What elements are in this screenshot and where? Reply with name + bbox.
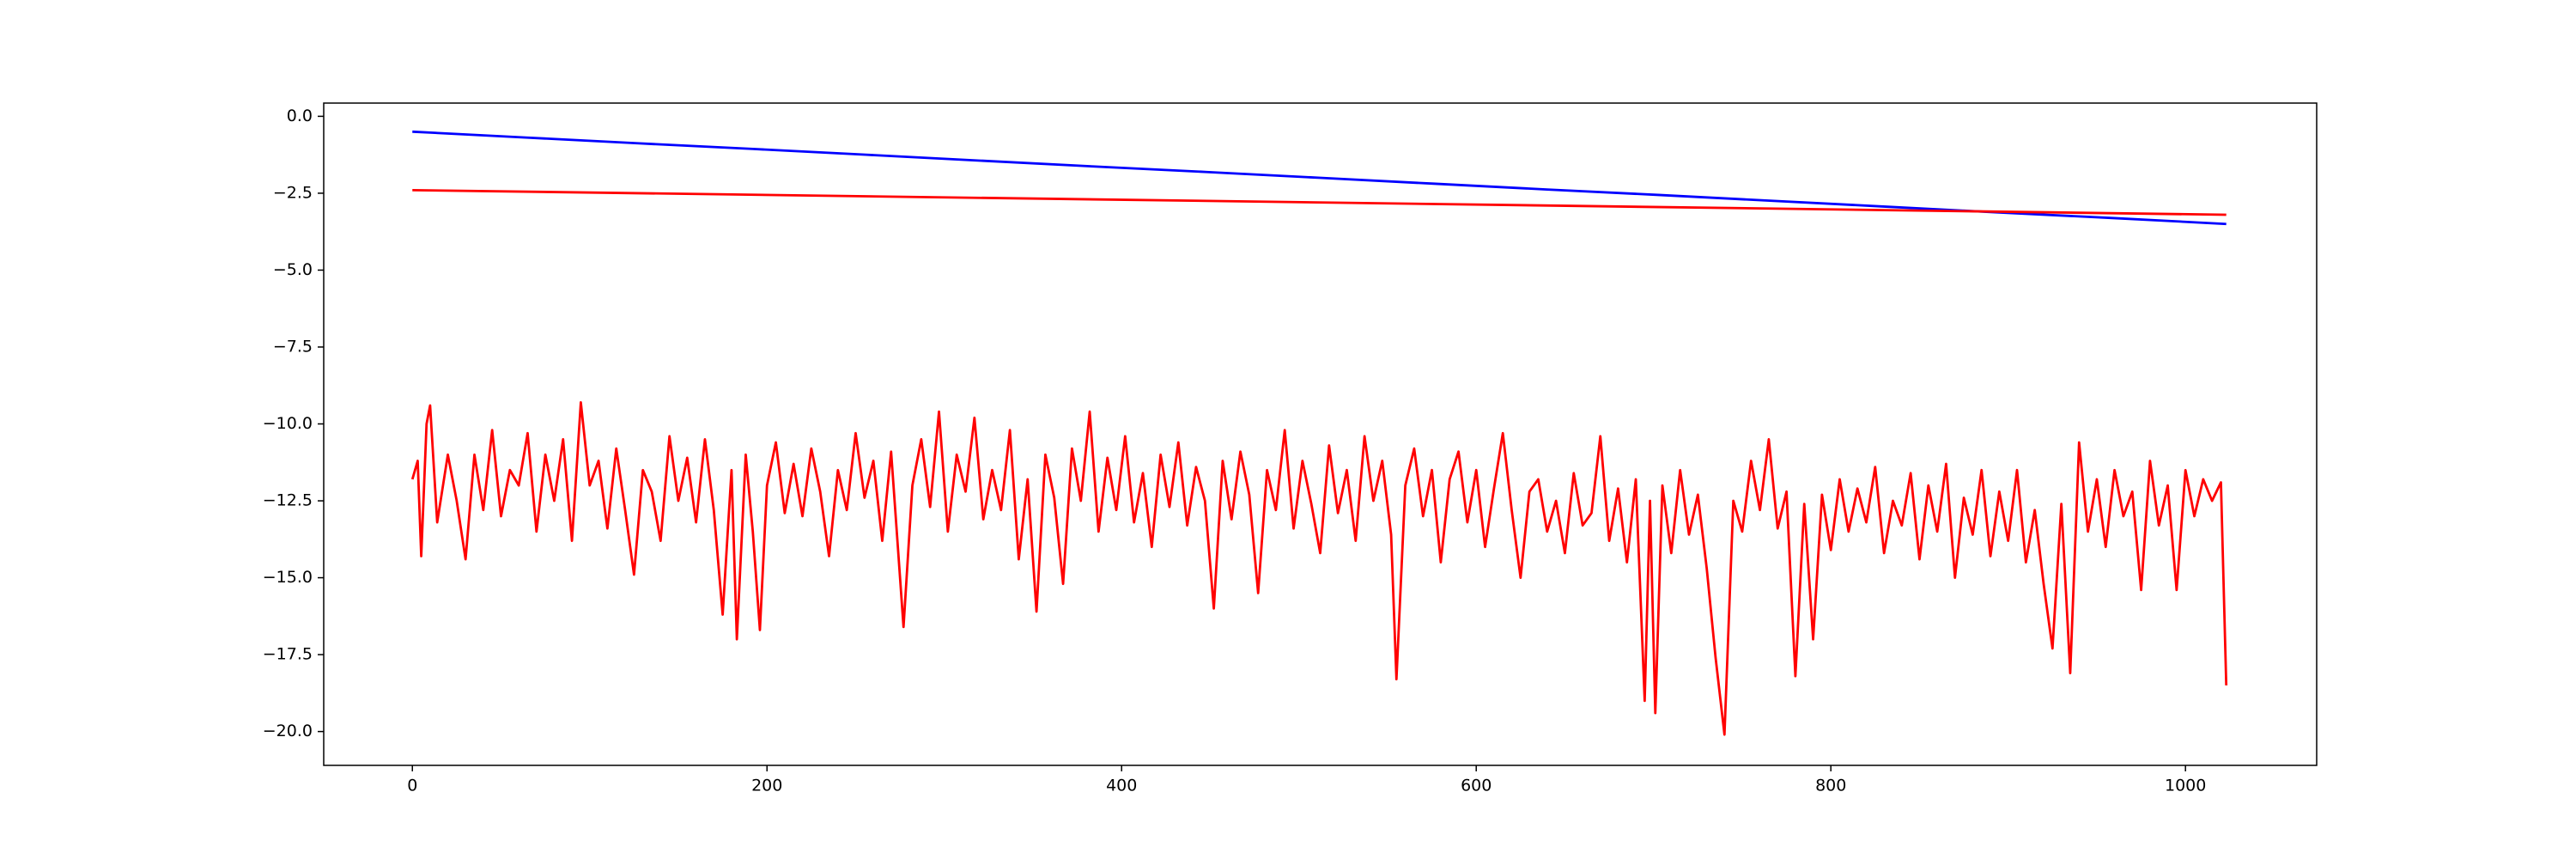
plot-frame bbox=[323, 102, 2318, 766]
x-tick-label: 0 bbox=[407, 777, 417, 795]
x-tick-label: 600 bbox=[1461, 777, 1492, 795]
y-tick-label: −10.0 bbox=[263, 414, 313, 433]
y-tick-label: 0.0 bbox=[287, 107, 313, 125]
series-line bbox=[412, 130, 2227, 226]
y-tick-label: −12.5 bbox=[263, 491, 313, 510]
y-tick-label: −7.5 bbox=[273, 337, 313, 356]
y-tick-label: −2.5 bbox=[273, 183, 313, 202]
x-tick-label: 400 bbox=[1106, 777, 1137, 795]
series-line bbox=[412, 188, 2227, 216]
x-tick-label: 1000 bbox=[2165, 777, 2206, 795]
x-tick-label: 200 bbox=[751, 777, 782, 795]
y-tick-label: −15.0 bbox=[263, 568, 313, 587]
y-tick-label: −20.0 bbox=[263, 722, 313, 740]
y-tick-label: −5.0 bbox=[273, 260, 313, 279]
y-tick-label: −17.5 bbox=[263, 645, 313, 664]
series-line bbox=[410, 401, 2228, 736]
x-tick-label: 800 bbox=[1815, 777, 1846, 795]
